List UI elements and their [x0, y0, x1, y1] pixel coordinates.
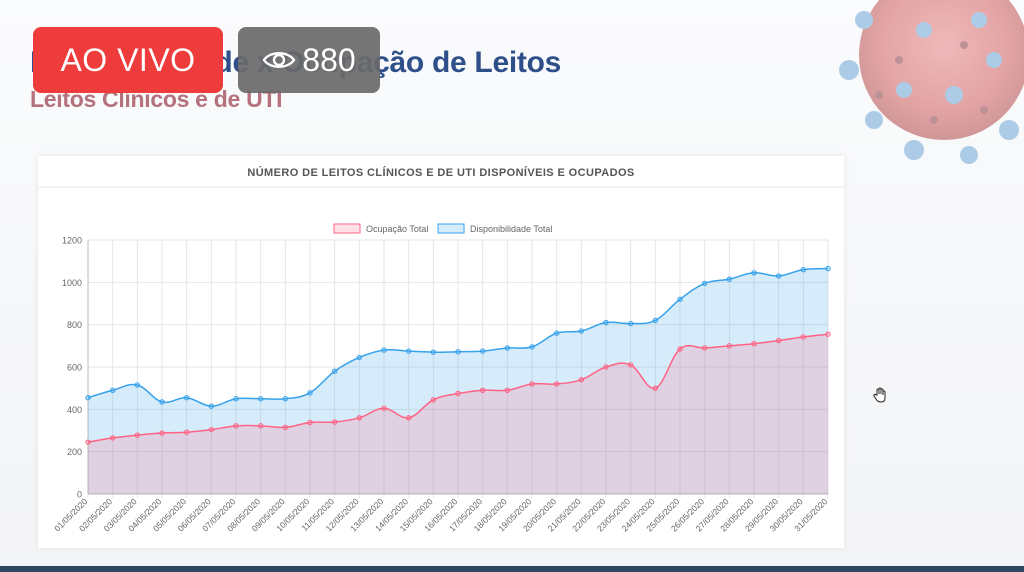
data-point: [356, 415, 363, 421]
data-point: [134, 382, 141, 388]
data-point: [85, 394, 91, 401]
data-point: [529, 344, 535, 350]
data-point: [479, 348, 486, 354]
hand-cursor-icon: [873, 387, 886, 403]
data-point: [800, 266, 807, 273]
data-point: [159, 399, 165, 405]
series-area: [88, 268, 828, 494]
data-point: [208, 403, 215, 409]
data-point: [183, 429, 190, 435]
data-point: [183, 394, 190, 401]
legend-label: Disponibilidade Total: [470, 224, 552, 234]
data-point: [677, 296, 683, 302]
data-point: [652, 317, 659, 324]
data-point: [553, 381, 560, 387]
chart-title: NÚMERO DE LEITOS CLÍNICOS E DE UTI DISPO…: [247, 166, 634, 179]
data-point: [652, 385, 659, 391]
live-badge: AO VIVO: [33, 27, 223, 93]
virus-icon: [839, 0, 1024, 164]
data-point: [257, 423, 264, 429]
data-point: [825, 265, 831, 272]
data-point: [775, 337, 782, 344]
data-point: [529, 381, 535, 387]
data-point: [208, 426, 215, 433]
data-point: [233, 423, 239, 429]
data-point: [504, 345, 511, 351]
series-line: [87, 333, 829, 443]
data-point: [677, 346, 683, 352]
data-point: [775, 273, 782, 279]
data-point: [455, 349, 461, 355]
data-point: [479, 387, 486, 393]
data-point: [553, 330, 560, 336]
area-chart: NÚMERO DE LEITOS CLÍNICOS E DE UTI DISPO…: [38, 166, 844, 533]
data-point: [430, 349, 437, 355]
data-point: [331, 419, 338, 425]
data-point: [726, 276, 733, 282]
y-tick-label: 600: [67, 363, 82, 373]
y-tick-label: 1200: [62, 236, 82, 246]
data-point: [381, 347, 387, 353]
data-point: [701, 345, 708, 351]
data-point: [578, 328, 585, 334]
y-tick-label: 200: [67, 447, 82, 457]
data-point: [307, 419, 313, 426]
y-tick-label: 800: [67, 320, 82, 330]
data-point: [405, 348, 412, 354]
data-point: [109, 387, 116, 393]
data-point: [603, 319, 609, 326]
data-point: [233, 396, 239, 402]
live-label: AO VIVO: [60, 41, 196, 78]
data-point: [504, 387, 511, 393]
data-point: [430, 397, 437, 403]
chart-card: NÚMERO DE LEITOS CLÍNICOS E DE UTI DISPO…: [38, 156, 844, 548]
data-point: [627, 362, 634, 368]
data-point: [356, 354, 363, 361]
data-point: [307, 390, 313, 396]
bottom-bar: [0, 566, 1024, 572]
data-point: [825, 331, 831, 337]
data-point: [800, 334, 807, 340]
series-area: [88, 334, 828, 494]
data-point: [109, 435, 116, 441]
y-tick-label: 1000: [62, 278, 82, 288]
data-point: [282, 424, 289, 431]
data-point: [726, 343, 733, 349]
viewer-count: 880: [302, 41, 356, 78]
legend-swatch: [437, 223, 465, 234]
legend-label: Ocupação Total: [366, 224, 428, 234]
eye-icon: [262, 52, 296, 68]
data-point: [701, 280, 708, 287]
data-point: [578, 377, 585, 383]
data-point: [134, 432, 141, 438]
legend-swatch: [333, 223, 361, 234]
data-point: [381, 405, 387, 411]
viewer-count-badge: 880: [238, 27, 380, 93]
data-point: [603, 364, 609, 370]
y-tick-label: 0: [77, 490, 82, 500]
series-line: [87, 267, 829, 407]
data-point: [455, 390, 461, 397]
data-point: [159, 430, 165, 436]
data-point: [405, 415, 412, 421]
y-tick-label: 400: [67, 405, 82, 415]
data-point: [751, 341, 757, 347]
data-point: [85, 439, 91, 445]
data-point: [331, 368, 338, 374]
data-point: [627, 320, 634, 327]
data-point: [282, 396, 289, 402]
data-point: [257, 396, 264, 402]
data-point: [751, 270, 757, 276]
